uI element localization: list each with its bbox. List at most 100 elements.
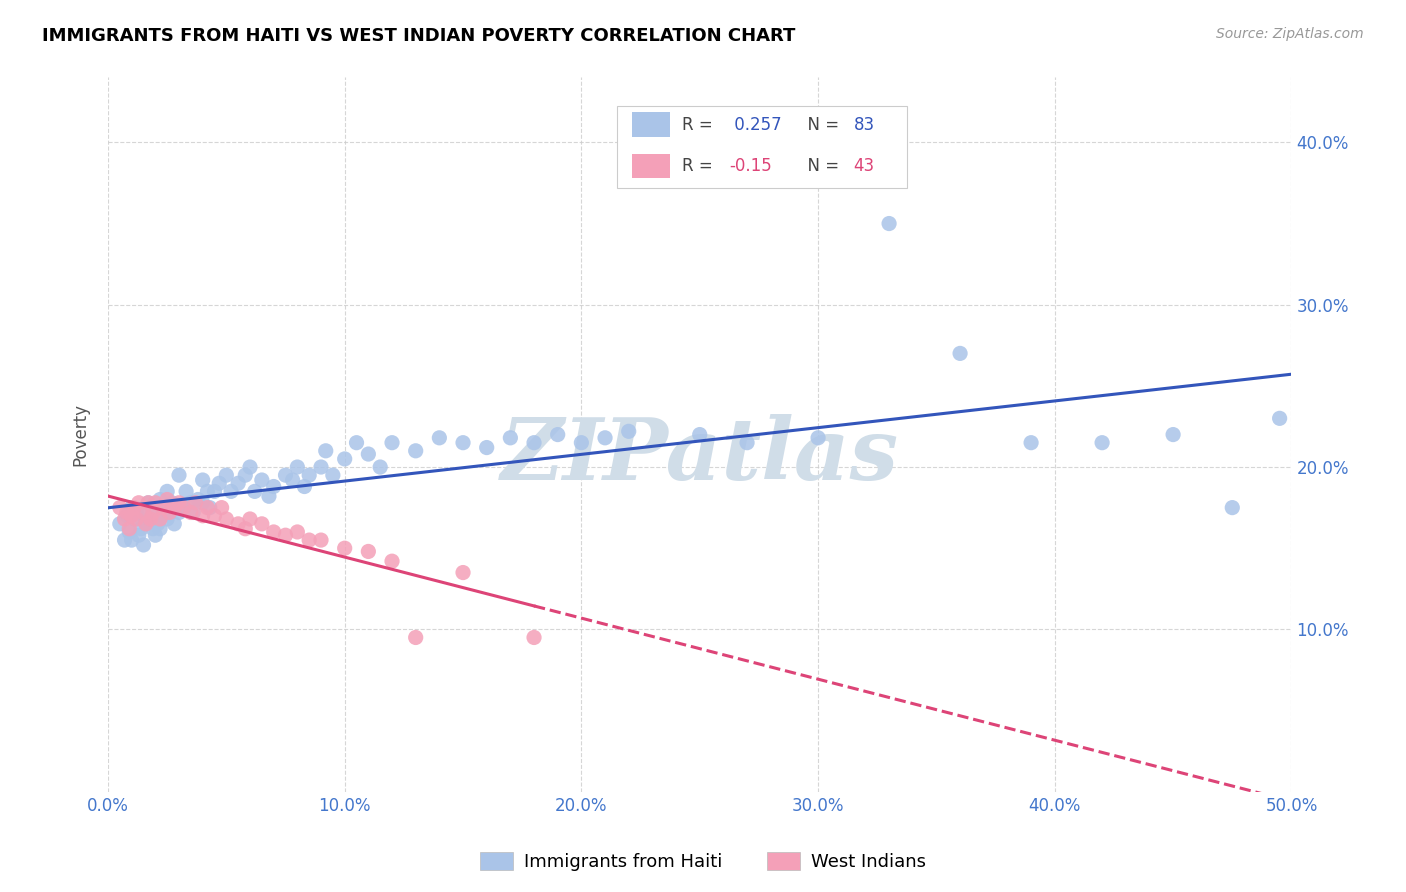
Point: [807, 431, 830, 445]
Point: [294, 479, 316, 493]
Point: [139, 512, 162, 526]
Legend: Immigrants from Haiti, West Indians: Immigrants from Haiti, West Indians: [474, 845, 932, 879]
Point: [128, 528, 150, 542]
Point: [315, 443, 337, 458]
Point: [523, 435, 546, 450]
Point: [1091, 435, 1114, 450]
Text: N =: N =: [797, 116, 844, 134]
Point: [115, 508, 138, 523]
Point: [204, 508, 226, 523]
Point: [735, 435, 758, 450]
Point: [156, 484, 179, 499]
Point: [499, 431, 522, 445]
Point: [125, 512, 148, 526]
Point: [143, 500, 166, 515]
FancyBboxPatch shape: [633, 112, 671, 136]
Point: [357, 447, 380, 461]
Point: [191, 508, 214, 523]
Point: [949, 346, 972, 360]
Point: [689, 427, 711, 442]
Point: [233, 468, 256, 483]
Text: IMMIGRANTS FROM HAITI VS WEST INDIAN POVERTY CORRELATION CHART: IMMIGRANTS FROM HAITI VS WEST INDIAN POV…: [42, 27, 796, 45]
Point: [877, 217, 900, 231]
Point: [121, 508, 143, 523]
Point: [118, 522, 141, 536]
Text: 0.257: 0.257: [730, 116, 782, 134]
Point: [427, 431, 450, 445]
Point: [226, 516, 249, 531]
Point: [132, 508, 155, 523]
Point: [121, 500, 143, 515]
Point: [136, 496, 159, 510]
Point: [197, 500, 219, 515]
Point: [187, 492, 209, 507]
Point: [281, 473, 304, 487]
Point: [143, 528, 166, 542]
Point: [180, 496, 202, 510]
Point: [143, 496, 166, 510]
Point: [204, 484, 226, 499]
Point: [263, 479, 285, 493]
Point: [135, 516, 157, 531]
Point: [152, 508, 174, 523]
Point: [257, 489, 280, 503]
Point: [226, 476, 249, 491]
Point: [617, 425, 640, 439]
Point: [346, 435, 368, 450]
Point: [405, 443, 427, 458]
Point: [152, 500, 174, 515]
Point: [285, 524, 308, 539]
Point: [368, 460, 391, 475]
Point: [108, 500, 131, 515]
Point: [163, 516, 186, 531]
Point: [142, 522, 165, 536]
Point: [146, 516, 169, 531]
Point: [136, 496, 159, 510]
Point: [198, 500, 221, 515]
Text: N =: N =: [797, 157, 844, 175]
Point: [250, 516, 273, 531]
Point: [167, 496, 190, 510]
Point: [309, 533, 332, 547]
Point: [132, 538, 155, 552]
Point: [322, 468, 344, 483]
Point: [285, 460, 308, 475]
Point: [160, 496, 183, 510]
Text: -0.15: -0.15: [730, 157, 772, 175]
Point: [1019, 435, 1042, 450]
Text: R =: R =: [682, 116, 718, 134]
Point: [405, 631, 427, 645]
Point: [274, 468, 297, 483]
Point: [114, 533, 136, 547]
Point: [569, 435, 592, 450]
Point: [593, 431, 616, 445]
Point: [129, 522, 152, 536]
Point: [333, 541, 356, 556]
Point: [149, 512, 172, 526]
Point: [191, 496, 214, 510]
Point: [233, 522, 256, 536]
Point: [149, 492, 172, 507]
Point: [108, 516, 131, 531]
Point: [191, 473, 214, 487]
Point: [184, 496, 207, 510]
Point: [173, 500, 195, 515]
Text: 43: 43: [853, 157, 875, 175]
Point: [263, 524, 285, 539]
Point: [122, 512, 145, 526]
Point: [132, 506, 155, 520]
Point: [156, 492, 179, 507]
Point: [215, 468, 238, 483]
Point: [173, 500, 195, 515]
Point: [475, 441, 498, 455]
Point: [357, 544, 380, 558]
Point: [167, 506, 190, 520]
Text: 83: 83: [853, 116, 875, 134]
Point: [309, 460, 332, 475]
Point: [451, 566, 474, 580]
Point: [149, 522, 172, 536]
Point: [1220, 500, 1243, 515]
Point: [118, 524, 141, 539]
Point: [114, 512, 136, 526]
Point: [181, 506, 204, 520]
